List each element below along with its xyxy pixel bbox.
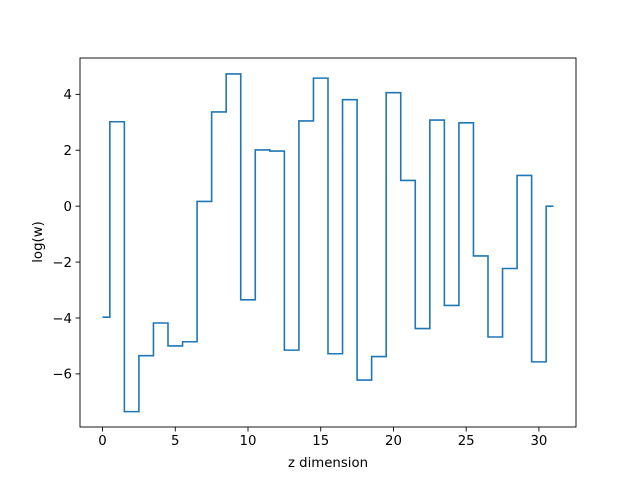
y-tick-label: −4 (52, 312, 72, 327)
x-tick-label: 25 (458, 434, 475, 449)
y-axis-label: log(w) (31, 221, 46, 263)
y-tick-label: −2 (52, 256, 72, 271)
x-tick-label: 0 (98, 434, 106, 449)
x-tick-label: 20 (385, 434, 402, 449)
x-axis-label: z dimension (288, 456, 368, 471)
y-tick-label: −6 (52, 368, 72, 383)
y-tick-label: 4 (64, 88, 72, 103)
x-tick-label: 5 (171, 434, 179, 449)
x-tick-label: 15 (312, 434, 329, 449)
x-tick-label: 10 (240, 434, 257, 449)
y-axis-ticks: −6 −4 −2 0 2 4 (52, 88, 80, 383)
x-tick-label: 30 (530, 434, 547, 449)
axes-frame (79, 57, 577, 428)
data-series-line (102, 73, 554, 413)
y-tick-label: 2 (64, 144, 72, 159)
y-tick-label: 0 (64, 200, 72, 215)
plot-area (79, 57, 577, 428)
x-axis-ticks: 0 5 10 15 20 25 30 (98, 427, 547, 449)
